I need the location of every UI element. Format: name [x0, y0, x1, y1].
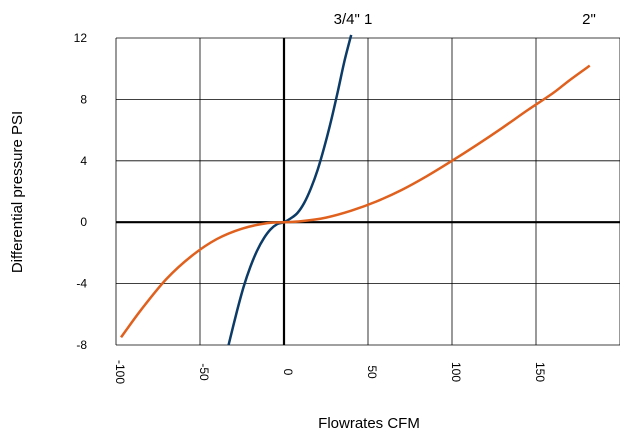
x-tick-label: 200: [617, 362, 620, 382]
x-axis-title: Flowrates CFM: [318, 415, 420, 432]
y-tick-label: -8: [76, 338, 87, 352]
series-label-3-4-1: 3/4" 1: [334, 11, 373, 28]
tick-labels: -100 -50 0 50 100 150 200 12 8 4 0 -4 -8: [74, 31, 620, 384]
y-tick-label: -4: [76, 277, 87, 291]
y-tick-label: 4: [80, 154, 87, 168]
series-line-3-4-1: [227, 34, 353, 346]
labels: Flowrates CFM Differential pressure PSI …: [9, 11, 596, 432]
series-label-2: 2": [582, 11, 596, 28]
series-lines: [120, 34, 591, 346]
grid: [115, 37, 620, 346]
y-axis-title: Differential pressure PSI: [9, 111, 26, 273]
x-tick-label: -50: [197, 363, 211, 381]
x-tick-label: 50: [365, 365, 379, 379]
series-line-2: [120, 64, 591, 339]
x-tick-label: -100: [113, 360, 127, 384]
x-tick-label: 150: [533, 362, 547, 382]
x-tick-label: 0: [281, 369, 295, 376]
x-tick-label: 100: [449, 362, 463, 382]
y-tick-label: 8: [80, 92, 87, 106]
y-tick-label: 12: [74, 31, 88, 45]
axes: [116, 38, 620, 345]
y-tick-label: 0: [80, 215, 87, 229]
